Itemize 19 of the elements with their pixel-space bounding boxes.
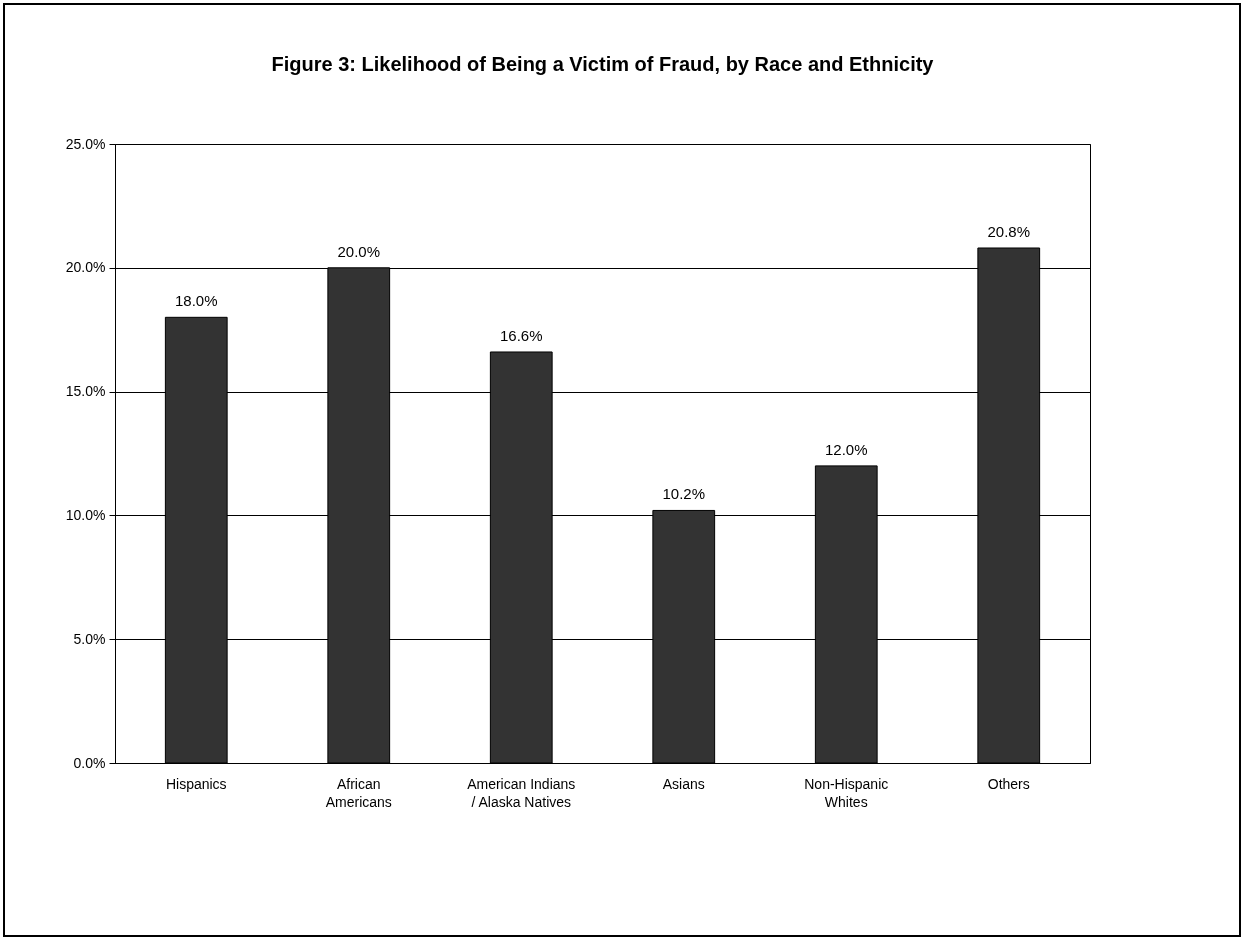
data-label: 20.8% (987, 222, 1031, 240)
x-tick-label: Others (987, 775, 1030, 792)
x-tick-label: Non-Hispanic Whites (804, 775, 889, 810)
chart-title: Figure 3: Likelihood of Being a Victim of Fraud, by Race and Ethnicity (271, 53, 935, 75)
y-tick-label: 5.0% (73, 630, 106, 647)
data-label: 18.0% (174, 292, 218, 310)
data-label: 10.2% (662, 485, 706, 503)
data-label: 20.0% (337, 242, 381, 260)
y-tick-label: 25.0% (65, 135, 106, 152)
x-tick-label: American Indians / Alaska Natives (467, 775, 576, 810)
y-tick-label: 20.0% (65, 259, 106, 276)
data-label: 16.6% (499, 326, 543, 344)
data-label: 12.0% (824, 440, 868, 458)
x-tick-label: Hispanics (165, 775, 227, 792)
y-tick-label: 10.0% (65, 506, 106, 523)
x-tick-label: Asians (662, 775, 705, 792)
y-tick-label: 15.0% (65, 383, 106, 400)
y-tick-label: 0.0% (73, 754, 106, 771)
x-tick-label: African Americans (325, 775, 392, 810)
